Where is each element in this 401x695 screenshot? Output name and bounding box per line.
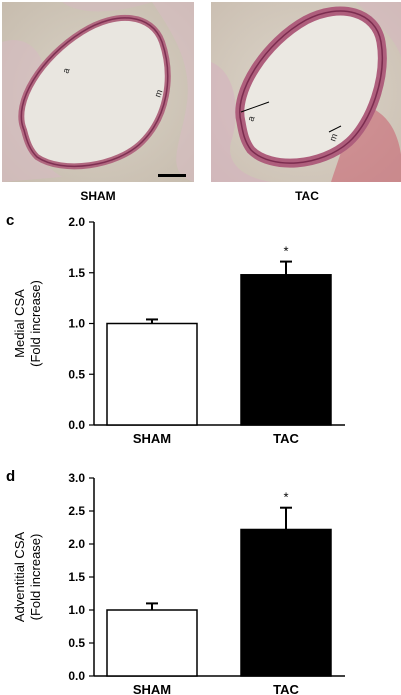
y-tick-label: 2.5 xyxy=(68,504,85,518)
bar-sham xyxy=(106,322,198,426)
y-axis-label-line2: (Fold increase) xyxy=(28,534,43,621)
y-tick-label: 1.5 xyxy=(68,570,85,584)
y-tick-label: 0.5 xyxy=(68,636,85,650)
y-axis-label-line1: Adventitial CSA xyxy=(12,532,27,623)
category-label: SHAM xyxy=(133,431,171,446)
micrograph-tac-image: a m xyxy=(211,2,401,182)
y-tick-label: 3.0 xyxy=(68,471,85,485)
micrograph-label-tac: TAC xyxy=(295,189,319,203)
micrograph-sham-image: a m xyxy=(2,2,194,182)
arrow-media xyxy=(328,125,342,133)
category-label: SHAM xyxy=(133,682,171,695)
bar-tac xyxy=(240,274,332,426)
y-tick-label: 1.0 xyxy=(68,317,85,331)
panel-letter-d: d xyxy=(6,468,16,485)
annotation-m-sham: m xyxy=(152,88,164,98)
scale-bar xyxy=(158,174,186,177)
significance-marker: * xyxy=(283,490,288,505)
y-axis-label-line1: Medial CSA xyxy=(12,289,27,358)
chart-medial-csa: 0.0 0.5 1.0 1.5 2.0 SHAM TAC * Medial CSA (Fold i… xyxy=(12,215,345,446)
y-tick-label: 0.0 xyxy=(68,418,85,432)
annotation-a-sham: a xyxy=(60,67,71,75)
y-tick-label: 1.0 xyxy=(68,603,85,617)
annotation-a-tac: a xyxy=(245,115,256,123)
y-tick-label: 2.0 xyxy=(68,537,85,551)
y-tick-label: 0.0 xyxy=(68,669,85,683)
y-tick-label: 2.0 xyxy=(68,215,85,229)
category-label: TAC xyxy=(273,682,299,695)
panel-letter-c: c xyxy=(6,212,15,229)
y-axis-label-line2: (Fold increase) xyxy=(28,280,43,367)
micrograph-tac: a m xyxy=(211,2,401,182)
significance-marker: * xyxy=(283,244,288,259)
micrograph-label-sham: SHAM xyxy=(80,189,116,203)
bar-tac xyxy=(240,528,332,677)
micrograph-sham: a m xyxy=(2,2,194,182)
y-tick-label: 1.5 xyxy=(68,266,85,280)
category-label: TAC xyxy=(273,431,299,446)
bar-sham xyxy=(106,609,198,677)
y-tick-label: 0.5 xyxy=(68,367,85,381)
chart-adventitial-csa: 0.0 0.5 1.0 1.5 2.0 2.5 3.0 SHAM TAC * Adventitial… xyxy=(12,471,345,695)
annotation-m-tac: m xyxy=(327,132,339,142)
arrow-adventitia xyxy=(240,101,270,113)
